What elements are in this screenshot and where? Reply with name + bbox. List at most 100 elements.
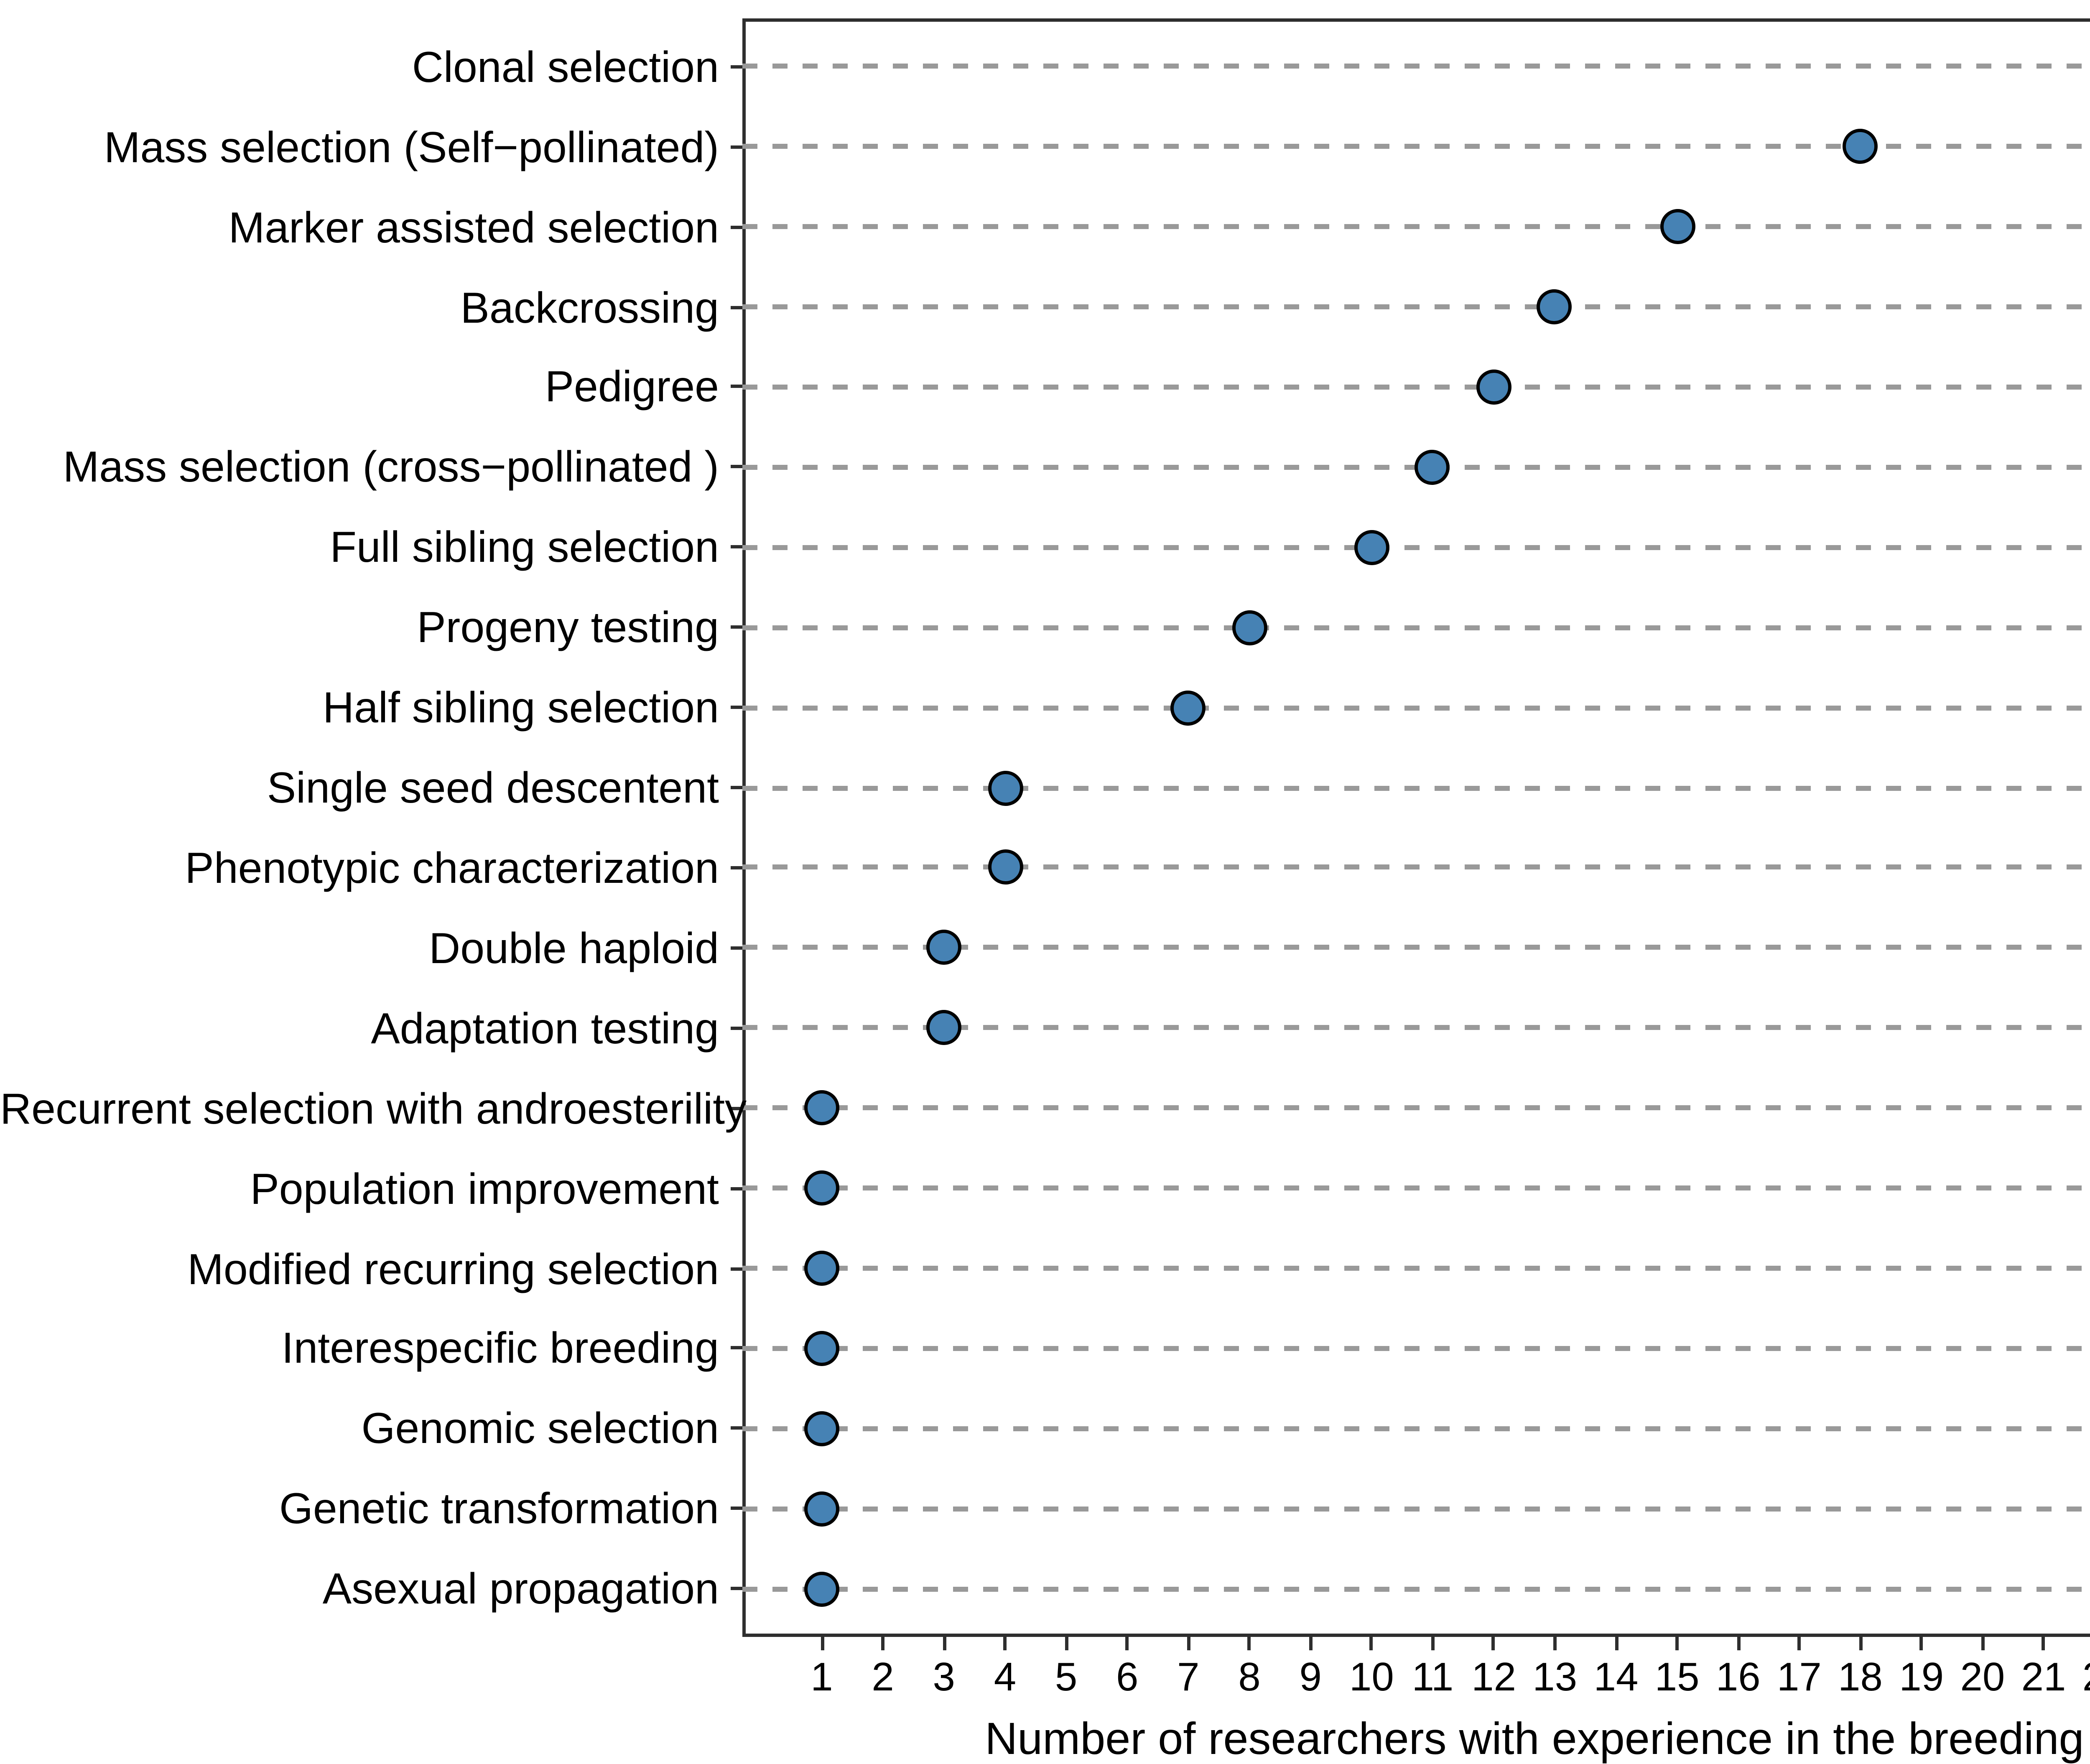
y-axis-tick bbox=[731, 65, 742, 68]
x-axis-tick-label: 14 bbox=[1593, 1655, 1639, 1700]
grid-line bbox=[742, 1105, 2090, 1111]
y-axis-label: Interespecific breeding bbox=[281, 1323, 719, 1374]
x-axis-tick-label: 9 bbox=[1299, 1655, 1322, 1700]
y-axis-tick bbox=[731, 946, 742, 950]
data-point-dot bbox=[1415, 449, 1450, 485]
grid-line bbox=[742, 945, 2090, 951]
grid-line bbox=[742, 545, 2090, 550]
x-axis-tick bbox=[1309, 1637, 1313, 1650]
y-axis-label: Genetic transformation bbox=[279, 1484, 719, 1534]
grid-line bbox=[742, 304, 2090, 309]
data-point-dot bbox=[1659, 209, 1695, 245]
grid-line bbox=[742, 1506, 2090, 1512]
x-axis-tick bbox=[1736, 1637, 1740, 1650]
x-axis-tick bbox=[942, 1637, 946, 1650]
y-axis-tick bbox=[731, 706, 742, 709]
grid-line bbox=[742, 1346, 2090, 1351]
x-axis-tick bbox=[1858, 1637, 1862, 1650]
x-axis-tick bbox=[1003, 1637, 1007, 1650]
x-axis-tick-label: 1 bbox=[811, 1655, 833, 1700]
data-point-dot bbox=[1537, 289, 1573, 324]
x-axis-tick-label: 6 bbox=[1116, 1655, 1139, 1700]
plot-panel bbox=[742, 18, 2090, 1637]
grid-line bbox=[742, 785, 2090, 790]
y-axis-label: Progeny testing bbox=[417, 602, 719, 653]
y-axis-label: Population improvement bbox=[250, 1163, 719, 1213]
x-axis-tick bbox=[1431, 1637, 1435, 1650]
y-axis-tick bbox=[731, 1507, 742, 1511]
x-axis-tick bbox=[1186, 1637, 1190, 1650]
x-axis-tick-label: 10 bbox=[1349, 1655, 1394, 1700]
x-axis-tick bbox=[1797, 1637, 1801, 1650]
x-axis-tick-label: 20 bbox=[1960, 1655, 2005, 1700]
y-axis-tick bbox=[731, 1026, 742, 1030]
x-axis-tick-label: 4 bbox=[994, 1655, 1017, 1700]
x-axis-tick bbox=[1125, 1637, 1129, 1650]
x-axis-tick bbox=[2042, 1637, 2046, 1650]
y-axis-tick bbox=[731, 866, 742, 869]
y-axis-tick bbox=[731, 1106, 742, 1110]
x-axis-tick-label: 19 bbox=[1899, 1655, 1944, 1700]
y-axis-label: Phenotypic characterization bbox=[185, 842, 719, 893]
y-axis-label: Modified recurring selection bbox=[187, 1243, 719, 1294]
y-axis-label: Asexual propagation bbox=[322, 1563, 719, 1614]
y-axis-label: Mass selection (cross−pollinated ) bbox=[63, 442, 719, 492]
data-point-dot bbox=[804, 1571, 839, 1606]
data-point-dot bbox=[804, 1251, 839, 1286]
data-point-dot bbox=[987, 770, 1023, 806]
data-point-dot bbox=[926, 930, 962, 966]
x-axis-tick bbox=[1675, 1637, 1679, 1650]
data-point-dot bbox=[1843, 129, 1878, 164]
y-axis-label: Clonal selection bbox=[412, 41, 719, 92]
y-axis-tick bbox=[731, 786, 742, 790]
grid-line bbox=[742, 224, 2090, 229]
grid-line bbox=[742, 64, 2090, 69]
y-axis-label: Marker assisted selection bbox=[228, 201, 719, 252]
y-axis-label: Mass selection (Self−pollinated) bbox=[104, 121, 719, 172]
y-axis-tick bbox=[731, 1186, 742, 1190]
x-axis-tick-label: 22 bbox=[2054, 1658, 2090, 1699]
y-axis-tick bbox=[731, 1427, 742, 1430]
x-axis-tick bbox=[1919, 1637, 1923, 1650]
grid-line bbox=[742, 1586, 2090, 1591]
x-axis-tick-label: 5 bbox=[1055, 1655, 1078, 1700]
y-axis-tick bbox=[731, 305, 742, 308]
x-axis-tick bbox=[881, 1637, 885, 1650]
x-axis-tick-label: 3 bbox=[933, 1655, 955, 1700]
x-axis-tick bbox=[1492, 1637, 1496, 1650]
y-axis-label: Pedigree bbox=[545, 362, 719, 412]
data-point-dot bbox=[1232, 609, 1267, 645]
y-axis-label: Single seed descentent bbox=[267, 762, 719, 813]
data-point-dot bbox=[1170, 690, 1206, 725]
x-axis-tick-label: 16 bbox=[1715, 1655, 1761, 1700]
data-point-dot bbox=[804, 1491, 839, 1527]
data-point-dot bbox=[804, 1411, 839, 1446]
x-axis-tick-label: 7 bbox=[1177, 1655, 1200, 1700]
y-axis-tick bbox=[731, 546, 742, 549]
y-axis-tick bbox=[731, 625, 742, 629]
y-axis-tick bbox=[731, 385, 742, 389]
y-axis-tick bbox=[731, 1346, 742, 1350]
x-axis-tick-label: 18 bbox=[1838, 1655, 1883, 1700]
data-point-dot bbox=[987, 850, 1023, 885]
x-axis-tick-label: 2 bbox=[872, 1655, 894, 1700]
y-axis-label: Half sibling selection bbox=[322, 682, 719, 733]
grid-line bbox=[742, 384, 2090, 390]
x-axis-tick-label: 15 bbox=[1654, 1655, 1700, 1700]
y-axis-label: Adaptation testing bbox=[371, 1003, 719, 1053]
y-axis-label: Recurrent selection with androesterility bbox=[0, 1083, 747, 1133]
grid-line bbox=[742, 1025, 2090, 1031]
y-axis-tick bbox=[731, 145, 742, 148]
grid-line bbox=[742, 865, 2090, 870]
grid-line bbox=[742, 625, 2090, 630]
x-axis-tick bbox=[1980, 1637, 1984, 1650]
data-point-dot bbox=[804, 1090, 839, 1126]
x-axis-title: Number of researchers with experience in… bbox=[985, 1714, 2090, 1764]
grid-line bbox=[742, 705, 2090, 710]
data-point-dot bbox=[926, 1010, 962, 1046]
x-axis-tick-label: 13 bbox=[1532, 1655, 1578, 1700]
grid-line bbox=[742, 1185, 2090, 1191]
x-axis-tick bbox=[1614, 1637, 1618, 1650]
x-axis-tick-label: 17 bbox=[1777, 1655, 1822, 1700]
